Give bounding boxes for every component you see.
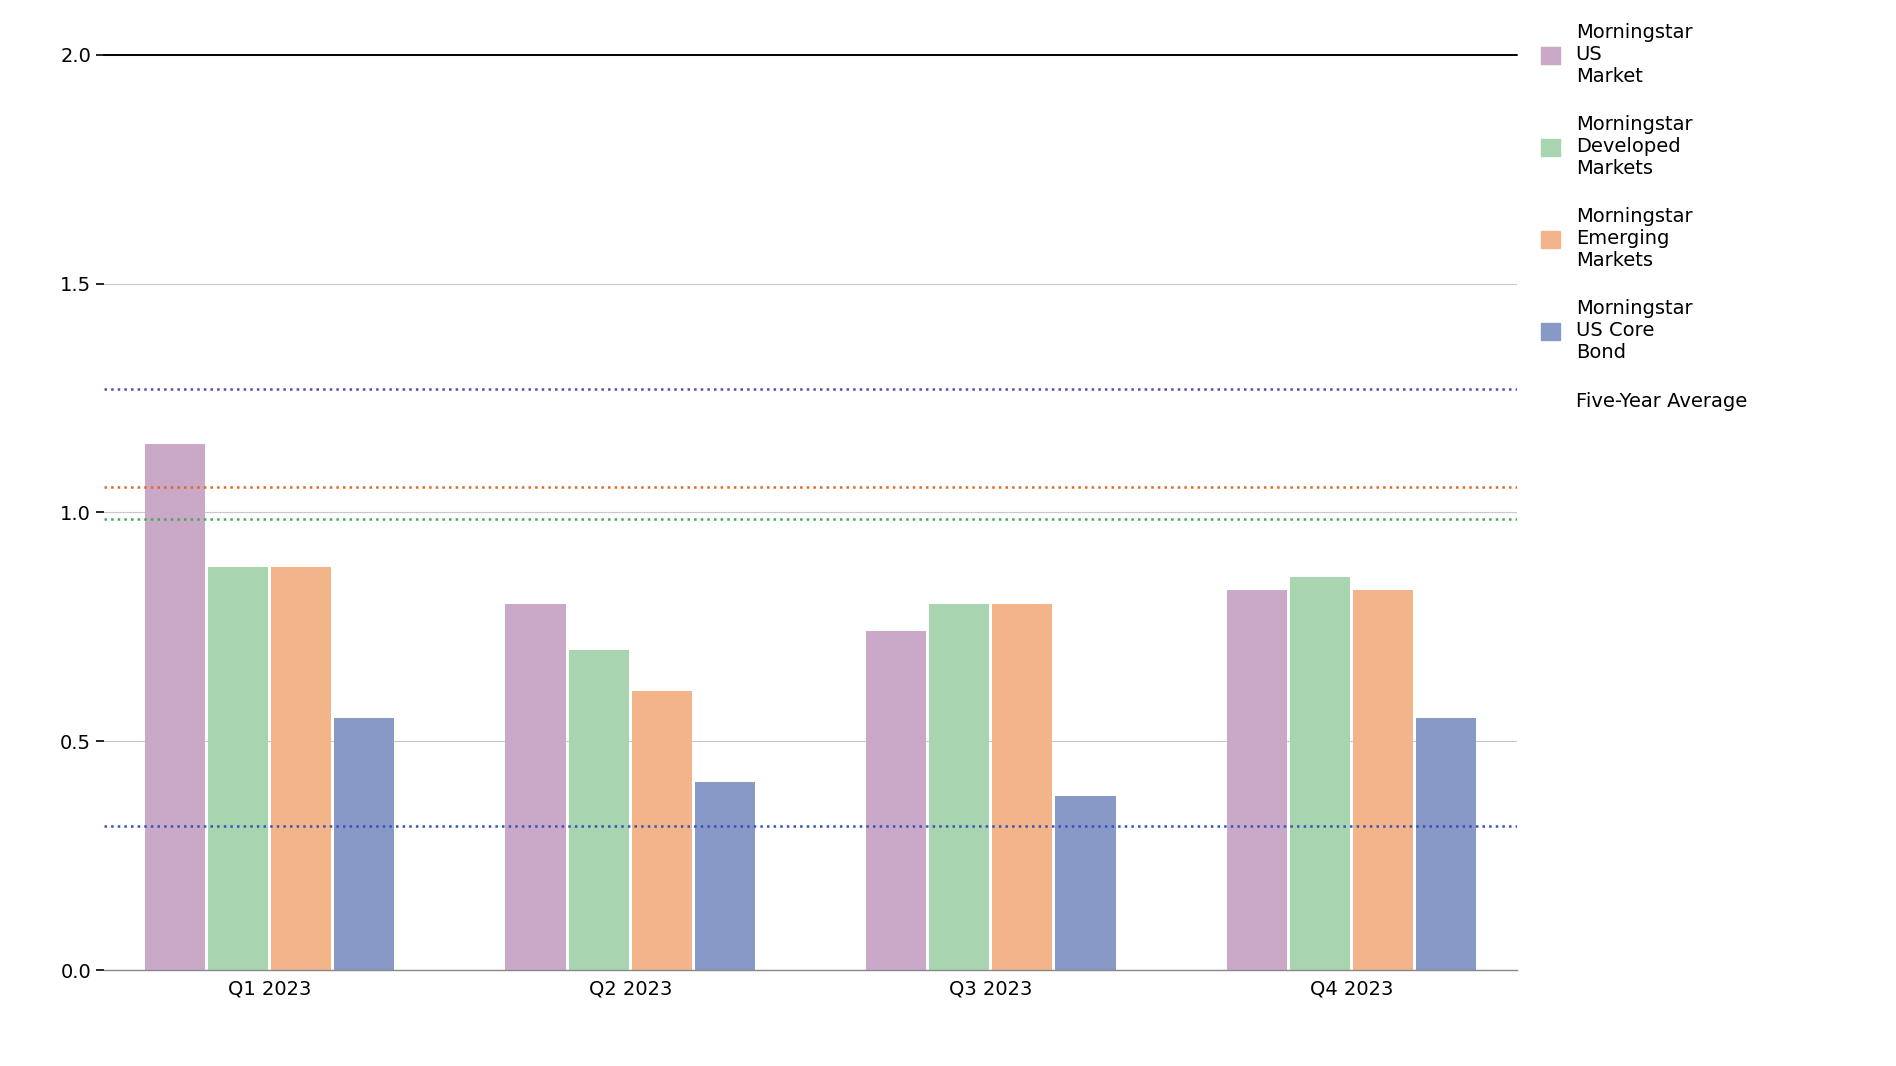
Bar (209, 567, 267, 970)
Bar (144, 443, 205, 970)
Bar (569, 650, 629, 970)
Bar (694, 782, 755, 970)
Bar (271, 567, 332, 970)
Bar (334, 718, 394, 970)
Bar (1416, 718, 1477, 970)
Bar (631, 691, 692, 970)
Bar (992, 604, 1052, 970)
Bar (1056, 796, 1115, 970)
Legend: Morningstar
US
Market, Morningstar
Developed
Markets, Morningstar
Emerging
Marke: Morningstar US Market, Morningstar Devel… (1541, 23, 1746, 411)
Bar (506, 604, 565, 970)
Bar (1227, 591, 1287, 970)
Bar (1354, 591, 1413, 970)
Bar (929, 604, 990, 970)
Bar (866, 631, 927, 970)
Bar (1289, 577, 1350, 970)
